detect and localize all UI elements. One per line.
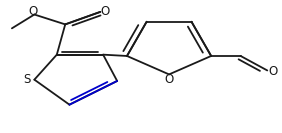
Text: O: O [28, 5, 38, 18]
Text: S: S [24, 73, 31, 86]
Text: O: O [268, 65, 277, 78]
Text: O: O [164, 72, 174, 86]
Text: O: O [101, 5, 110, 18]
